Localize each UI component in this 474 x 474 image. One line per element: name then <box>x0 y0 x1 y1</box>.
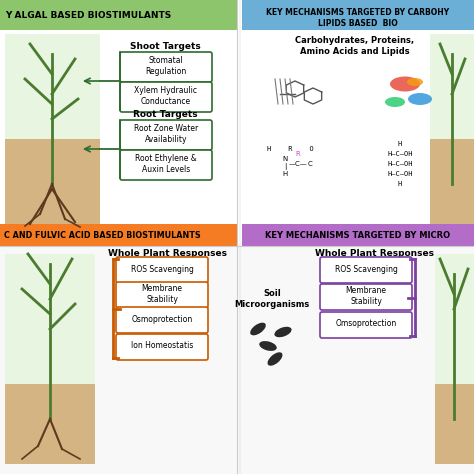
FancyBboxPatch shape <box>120 150 212 180</box>
Text: Shoot Targets: Shoot Targets <box>129 42 201 51</box>
Text: Root Ethylene &
Auxin Levels: Root Ethylene & Auxin Levels <box>135 155 197 173</box>
Text: —C—: —C— <box>289 161 307 167</box>
Text: ROS Scavenging: ROS Scavenging <box>335 264 397 273</box>
Text: C: C <box>308 161 312 167</box>
Text: H: H <box>283 171 288 177</box>
FancyBboxPatch shape <box>120 82 212 112</box>
Bar <box>5 34 100 139</box>
Ellipse shape <box>274 327 292 337</box>
Text: H: H <box>398 181 402 187</box>
Text: R: R <box>296 151 301 157</box>
Text: Root Zone Water
Availability: Root Zone Water Availability <box>134 124 198 144</box>
Text: LIPIDS BASED  BIO: LIPIDS BASED BIO <box>318 18 398 27</box>
Text: H—C—OH: H—C—OH <box>387 161 413 167</box>
Text: Whole Plant Responses: Whole Plant Responses <box>109 248 228 257</box>
Bar <box>430 34 474 139</box>
Text: KEY MECHANISMS TARGETED BY CARBOHY: KEY MECHANISMS TARGETED BY CARBOHY <box>266 8 449 17</box>
Text: Omsoprotection: Omsoprotection <box>336 319 397 328</box>
Text: Root Targets: Root Targets <box>133 109 197 118</box>
Ellipse shape <box>390 76 420 91</box>
Bar <box>237 30 474 244</box>
FancyBboxPatch shape <box>120 120 212 150</box>
Ellipse shape <box>259 341 277 351</box>
Text: Ion Homeostatis: Ion Homeostatis <box>131 341 193 350</box>
Text: Xylem Hydraulic
Conductance: Xylem Hydraulic Conductance <box>135 86 198 106</box>
Text: Stomatal
Regulation: Stomatal Regulation <box>146 56 187 76</box>
FancyBboxPatch shape <box>320 257 412 283</box>
Text: Y ALGAL BASED BIOSTIMULANTS: Y ALGAL BASED BIOSTIMULANTS <box>5 10 171 19</box>
Text: H    R    O: H R O <box>266 146 313 152</box>
Bar <box>5 384 95 464</box>
FancyBboxPatch shape <box>116 257 208 283</box>
Text: Osmoprotection: Osmoprotection <box>131 315 192 323</box>
Bar <box>242 0 474 30</box>
Text: |: | <box>284 163 286 170</box>
Ellipse shape <box>250 323 266 335</box>
FancyBboxPatch shape <box>120 52 212 82</box>
Text: KEY MECHANISMS TARGETED BY MICRO: KEY MECHANISMS TARGETED BY MICRO <box>265 230 451 239</box>
FancyBboxPatch shape <box>320 312 412 338</box>
Ellipse shape <box>385 97 405 107</box>
Bar <box>435 384 474 464</box>
Bar <box>430 139 474 229</box>
Text: C AND FULVIC ACID BASED BIOSTIMULANTS: C AND FULVIC ACID BASED BIOSTIMULANTS <box>4 230 201 239</box>
Text: H—C—OH: H—C—OH <box>387 151 413 157</box>
Text: Soil
Microorganisms: Soil Microorganisms <box>234 289 310 309</box>
Bar <box>0 224 237 246</box>
Bar <box>0 30 237 244</box>
Text: N: N <box>283 156 288 162</box>
FancyBboxPatch shape <box>116 307 208 333</box>
Ellipse shape <box>267 352 283 366</box>
Text: Membrane
Stability: Membrane Stability <box>346 286 386 306</box>
Bar <box>5 254 95 384</box>
Text: H: H <box>398 141 402 147</box>
Bar <box>242 224 474 246</box>
FancyBboxPatch shape <box>116 282 208 308</box>
Bar <box>0 246 474 474</box>
Bar <box>0 0 237 30</box>
Text: Whole Plant Responses: Whole Plant Responses <box>316 248 435 257</box>
FancyBboxPatch shape <box>116 334 208 360</box>
Text: Carbohydrates, Proteins,
Amino Acids and Lipids: Carbohydrates, Proteins, Amino Acids and… <box>295 36 415 56</box>
FancyBboxPatch shape <box>320 284 412 310</box>
Text: ROS Scavenging: ROS Scavenging <box>130 264 193 273</box>
Ellipse shape <box>407 78 423 86</box>
Text: Membrane
Stability: Membrane Stability <box>142 284 182 304</box>
Ellipse shape <box>408 93 432 105</box>
Text: H—C—OH: H—C—OH <box>387 171 413 177</box>
Bar <box>5 139 100 229</box>
Bar <box>435 254 474 384</box>
